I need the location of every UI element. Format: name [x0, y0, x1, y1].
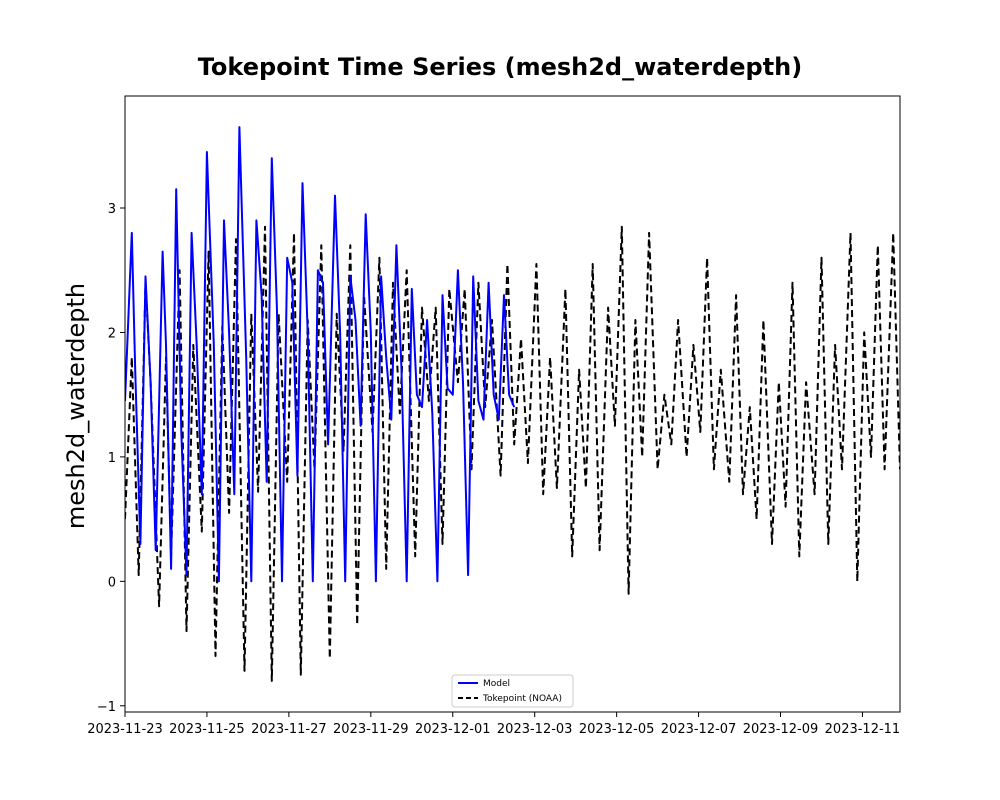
y-tick-label: 0 [108, 575, 116, 590]
y-tick-label: −1 [97, 700, 116, 715]
x-tick-label: 2023-11-27 [251, 722, 327, 737]
x-tick-label: 2023-12-05 [579, 722, 655, 737]
axis-ticks: −1 0 1 2 3 2023-11-23 2023-11-25 2023-11-27 2023… [87, 202, 900, 737]
y-tick-label: 1 [108, 451, 116, 466]
legend-box [451, 674, 574, 708]
plot-area [124, 95, 901, 713]
plot-frame [124, 95, 901, 713]
x-tick-label: 2023-11-29 [333, 722, 409, 737]
x-tick-label: 2023-11-25 [169, 722, 245, 737]
x-tick-label: 2023-12-07 [661, 722, 737, 737]
y-tick-label: 2 [108, 326, 116, 341]
legend-label: Tokepoint (NOAA) [482, 694, 562, 704]
legend: Model Tokepoint (NOAA) [451, 674, 574, 708]
y-axis-label: mesh2d_waterdepth [62, 283, 90, 529]
chart-title: Tokepoint Time Series (mesh2d_waterdepth… [198, 53, 802, 81]
series-line-model [125, 126, 516, 583]
x-tick-label: 2023-12-03 [497, 722, 573, 737]
series-line-tokepoint [125, 225, 900, 682]
x-tick-label: 2023-12-01 [415, 722, 491, 737]
x-tick-label: 2023-12-09 [743, 722, 819, 737]
x-tick-label: 2023-12-11 [825, 722, 901, 737]
y-tick-label: 3 [108, 202, 116, 217]
x-tick-label: 2023-11-23 [87, 722, 163, 737]
legend-label: Model [483, 679, 510, 689]
